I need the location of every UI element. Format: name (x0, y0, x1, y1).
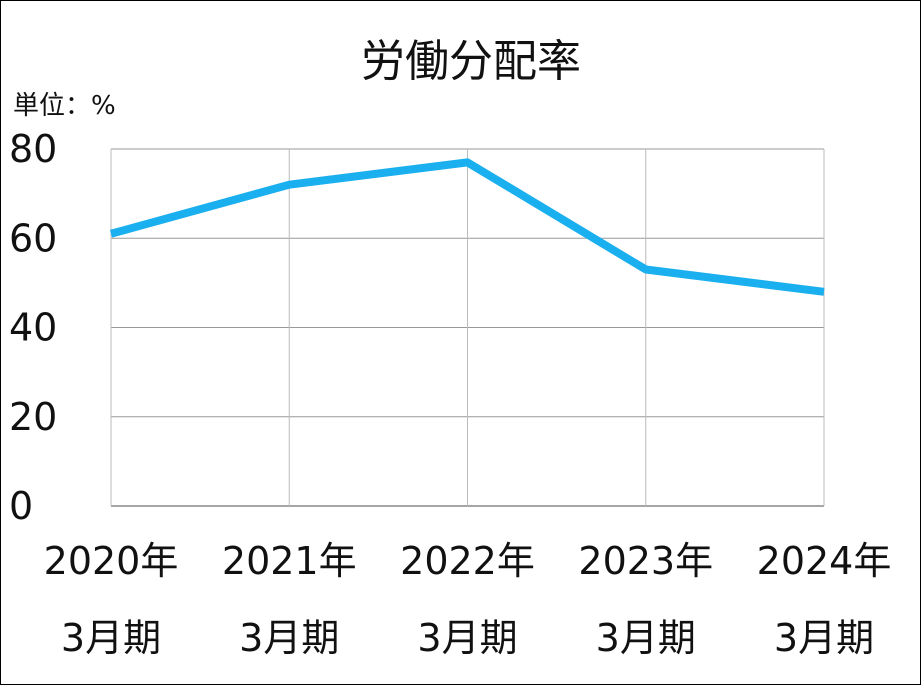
y-tick-label: 60 (9, 216, 57, 260)
y-tick-label: 0 (9, 484, 33, 528)
y-tick-label: 40 (9, 306, 57, 350)
y-tick-label: 80 (9, 127, 57, 171)
x-tick-label: 2021年 (222, 539, 357, 583)
x-tick-label: 2024年 (757, 539, 892, 583)
x-tick-label: 3月期 (417, 616, 517, 660)
y-axis-ticks: 0 20 40 60 80 (9, 127, 57, 528)
x-tick-label: 2020年 (44, 539, 179, 583)
x-tick-label: 3月期 (774, 616, 874, 660)
x-tick-label: 2022年 (400, 539, 535, 583)
y-tick-label: 20 (9, 395, 57, 439)
x-axis-ticks: 2020年 3月期 2021年 3月期 2022年 3月期 2023年 3月期 2024年 3月期 (44, 539, 892, 660)
unit-label: 単位：% (13, 91, 116, 121)
chart-title: 労働分配率 (361, 36, 581, 87)
x-tick-label: 3月期 (596, 616, 696, 660)
x-tick-label: 2023年 (578, 539, 713, 583)
x-tick-label: 3月期 (239, 616, 339, 660)
x-tick-label: 3月期 (61, 616, 161, 660)
